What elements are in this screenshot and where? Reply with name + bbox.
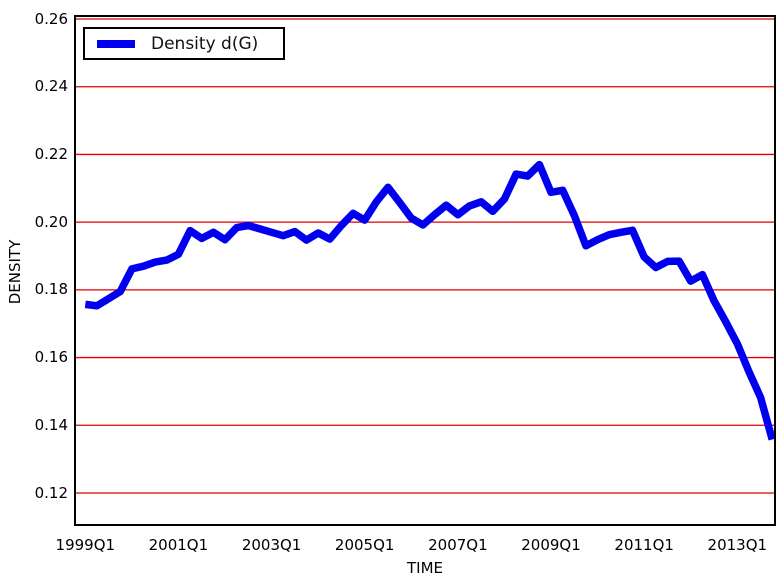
density-line	[84, 160, 776, 441]
x-tick-label: 2011Q1	[614, 536, 674, 554]
x-axis-label: TIME	[406, 559, 444, 577]
y-tick-label: 0.26	[34, 9, 68, 28]
y-tick-label: 0.14	[34, 415, 68, 434]
legend-line-sample	[97, 39, 135, 48]
x-tick-label: 2013Q1	[707, 536, 768, 554]
x-tick-label: 2001Q1	[148, 536, 209, 554]
axes-frame	[74, 15, 776, 526]
y-tick-label: 0.12	[34, 483, 68, 502]
x-tick-label: 2007Q1	[428, 536, 488, 554]
legend-label: Density d(G)	[151, 33, 259, 54]
y-axis-label: DENSITY	[6, 239, 24, 305]
y-tick-label: 0.18	[34, 280, 68, 299]
legend: Density d(G)	[83, 27, 285, 60]
y-tick-label: 0.24	[34, 77, 68, 96]
x-tick-label: 2005Q1	[334, 536, 395, 554]
y-tick-label: 0.20	[34, 212, 68, 231]
x-tick-label: 2009Q1	[521, 536, 581, 554]
x-tick-label: 2003Q1	[241, 536, 302, 554]
y-tick-label: 0.16	[34, 348, 68, 367]
y-tick-label: 0.22	[34, 144, 68, 163]
x-tick-label: 1999Q1	[55, 536, 116, 554]
